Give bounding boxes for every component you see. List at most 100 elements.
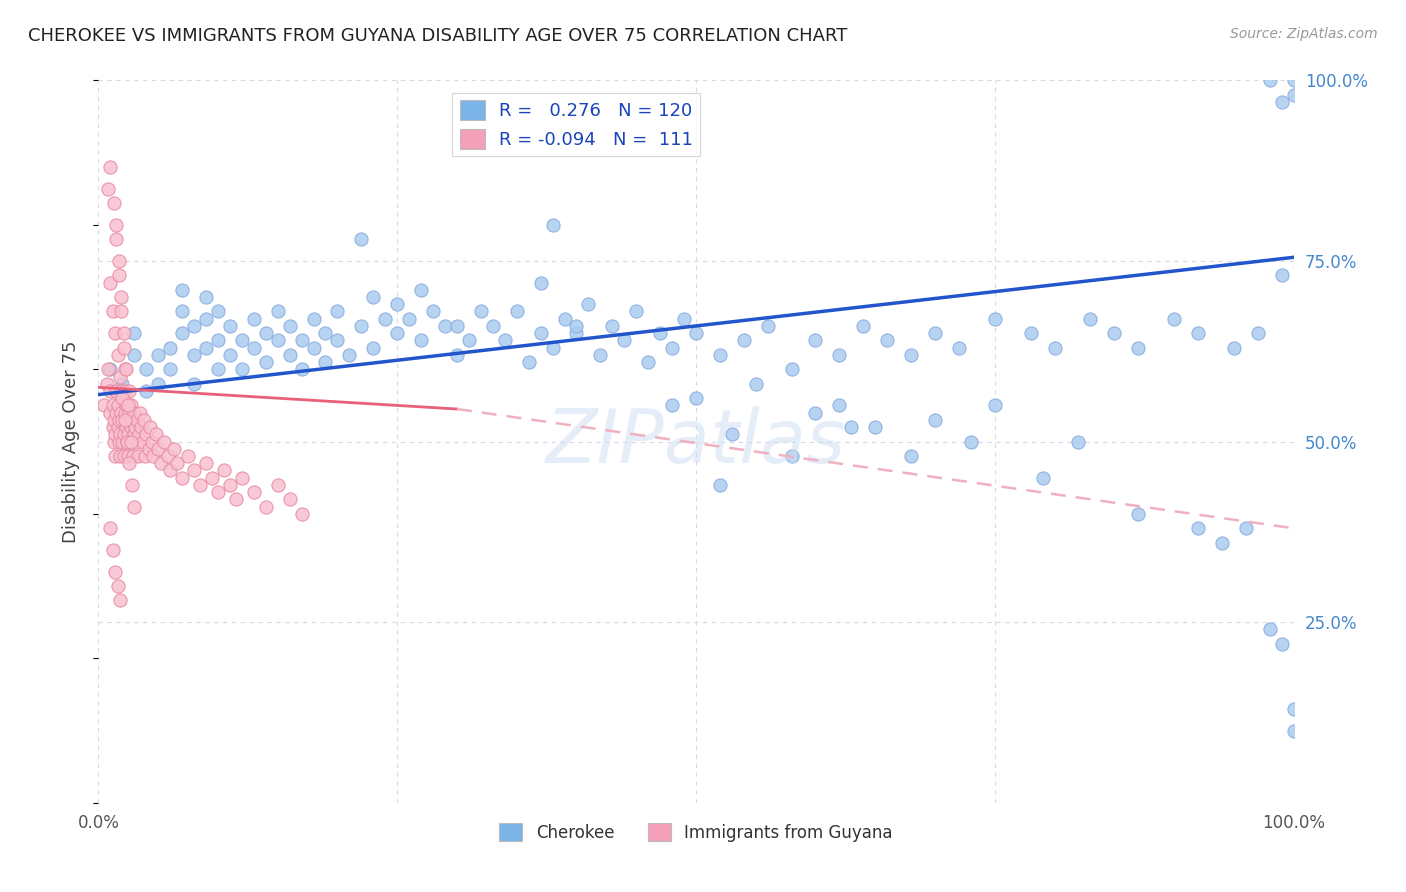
Point bbox=[98, 276, 122, 290]
Point bbox=[172, 304, 194, 318]
Point bbox=[117, 449, 139, 463]
Point bbox=[530, 326, 553, 340]
Point bbox=[804, 406, 827, 420]
Legend: Cherokee, Immigrants from Guyana: Cherokee, Immigrants from Guyana bbox=[492, 817, 900, 848]
Point bbox=[350, 232, 373, 246]
Point bbox=[121, 413, 143, 427]
Point bbox=[114, 384, 136, 398]
Point bbox=[1223, 341, 1246, 355]
Point bbox=[110, 304, 132, 318]
Point bbox=[125, 434, 148, 449]
Point bbox=[131, 434, 153, 449]
Point bbox=[183, 348, 205, 362]
Point bbox=[231, 362, 253, 376]
Point bbox=[118, 456, 141, 470]
Point bbox=[177, 449, 200, 463]
Point bbox=[685, 326, 707, 340]
Point bbox=[101, 420, 124, 434]
Point bbox=[101, 398, 124, 412]
Point bbox=[385, 297, 409, 311]
Point bbox=[112, 341, 135, 355]
Point bbox=[219, 478, 242, 492]
Point bbox=[852, 318, 875, 333]
Point bbox=[108, 369, 131, 384]
Point bbox=[231, 334, 253, 348]
Point bbox=[350, 318, 373, 333]
Text: CHEROKEE VS IMMIGRANTS FROM GUYANA DISABILITY AGE OVER 75 CORRELATION CHART: CHEROKEE VS IMMIGRANTS FROM GUYANA DISAB… bbox=[28, 27, 848, 45]
Point bbox=[385, 326, 409, 340]
Point bbox=[188, 478, 211, 492]
Point bbox=[661, 341, 683, 355]
Point bbox=[900, 348, 922, 362]
Point bbox=[589, 348, 612, 362]
Point bbox=[363, 341, 385, 355]
Point bbox=[110, 406, 132, 420]
Point bbox=[243, 311, 266, 326]
Point bbox=[828, 398, 851, 412]
Point bbox=[565, 318, 588, 333]
Point bbox=[446, 318, 468, 333]
Point bbox=[118, 406, 141, 420]
Point bbox=[97, 182, 120, 196]
Point bbox=[172, 326, 194, 340]
Point bbox=[291, 362, 314, 376]
Point bbox=[626, 304, 648, 318]
Point bbox=[984, 311, 1007, 326]
Point bbox=[107, 268, 129, 283]
Point bbox=[108, 593, 131, 607]
Point bbox=[111, 376, 134, 391]
Point bbox=[602, 318, 624, 333]
Point bbox=[219, 318, 242, 333]
Point bbox=[541, 218, 564, 232]
Point bbox=[876, 334, 898, 348]
Point bbox=[115, 362, 138, 376]
Point bbox=[101, 542, 124, 557]
Point bbox=[278, 492, 301, 507]
Point bbox=[363, 290, 385, 304]
Point bbox=[924, 413, 946, 427]
Point bbox=[93, 398, 115, 412]
Point bbox=[104, 326, 127, 340]
Point bbox=[278, 318, 301, 333]
Point bbox=[98, 406, 122, 420]
Point bbox=[153, 434, 176, 449]
Point bbox=[1282, 723, 1305, 738]
Point bbox=[578, 297, 600, 311]
Point bbox=[107, 579, 129, 593]
Point bbox=[183, 376, 205, 391]
Point bbox=[326, 334, 349, 348]
Point bbox=[1067, 434, 1090, 449]
Point bbox=[254, 500, 277, 514]
Point bbox=[673, 311, 696, 326]
Point bbox=[1104, 326, 1126, 340]
Point bbox=[111, 391, 134, 405]
Point bbox=[302, 311, 325, 326]
Point bbox=[541, 341, 564, 355]
Point bbox=[225, 492, 247, 507]
Point bbox=[115, 420, 138, 434]
Point bbox=[124, 420, 146, 434]
Point bbox=[120, 398, 142, 412]
Point bbox=[104, 565, 127, 579]
Point bbox=[127, 449, 149, 463]
Point bbox=[517, 355, 540, 369]
Point bbox=[207, 334, 229, 348]
Point bbox=[104, 427, 127, 442]
Point bbox=[243, 341, 266, 355]
Point bbox=[984, 398, 1007, 412]
Point bbox=[900, 449, 922, 463]
Point bbox=[494, 334, 516, 348]
Y-axis label: Disability Age Over 75: Disability Age Over 75 bbox=[62, 340, 80, 543]
Point bbox=[780, 362, 803, 376]
Point bbox=[139, 420, 162, 434]
Point bbox=[118, 384, 141, 398]
Point bbox=[108, 427, 131, 442]
Point bbox=[745, 376, 768, 391]
Point bbox=[103, 196, 125, 211]
Point bbox=[145, 427, 167, 442]
Point bbox=[107, 398, 129, 412]
Point bbox=[470, 304, 492, 318]
Point bbox=[124, 326, 146, 340]
Point bbox=[530, 276, 553, 290]
Point bbox=[114, 406, 136, 420]
